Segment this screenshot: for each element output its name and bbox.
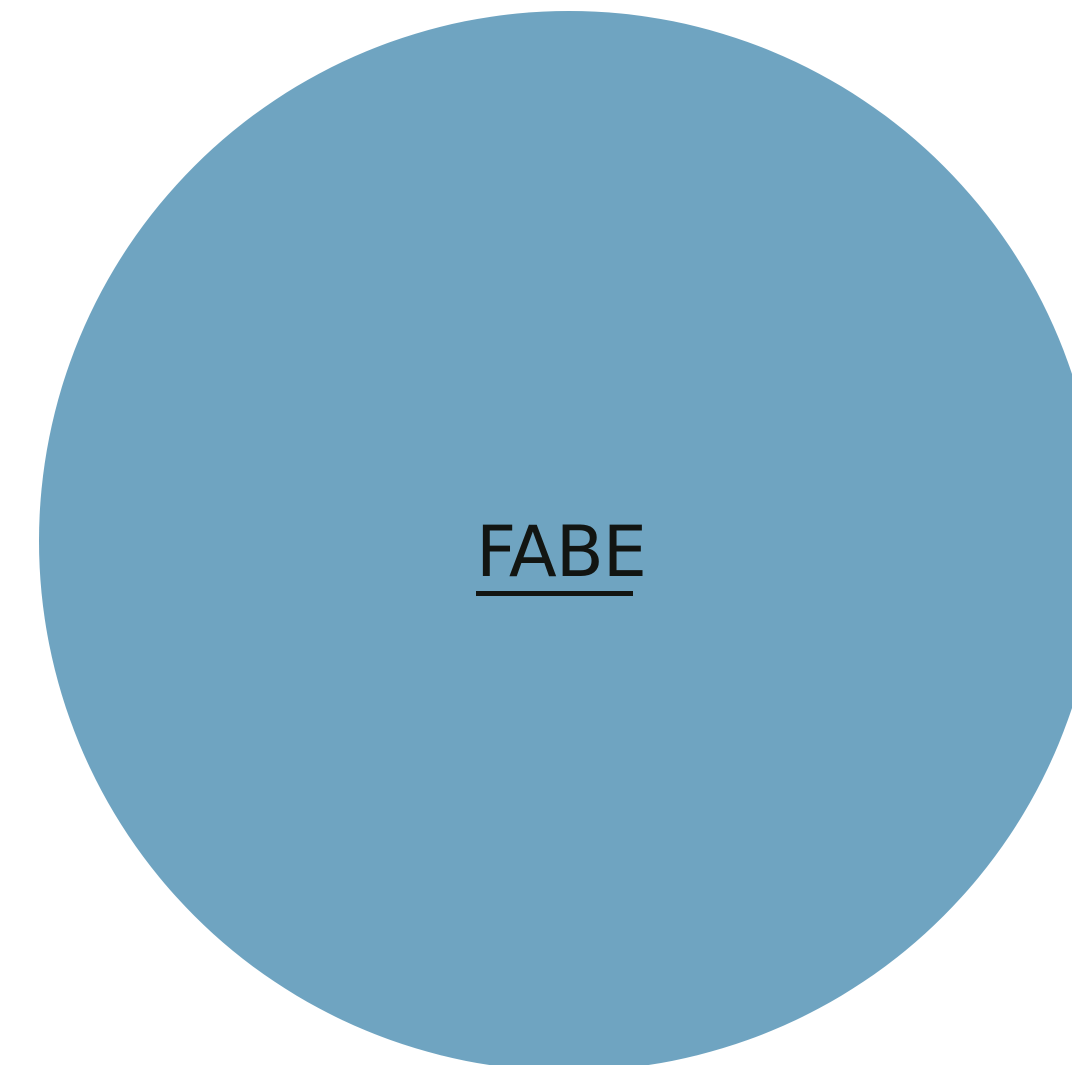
fabe-logo-link[interactable]: FABE	[476, 511, 647, 598]
logo-underline	[476, 591, 633, 596]
blue-circle-background	[39, 11, 1072, 1065]
logo-text: FABE	[476, 511, 647, 593]
